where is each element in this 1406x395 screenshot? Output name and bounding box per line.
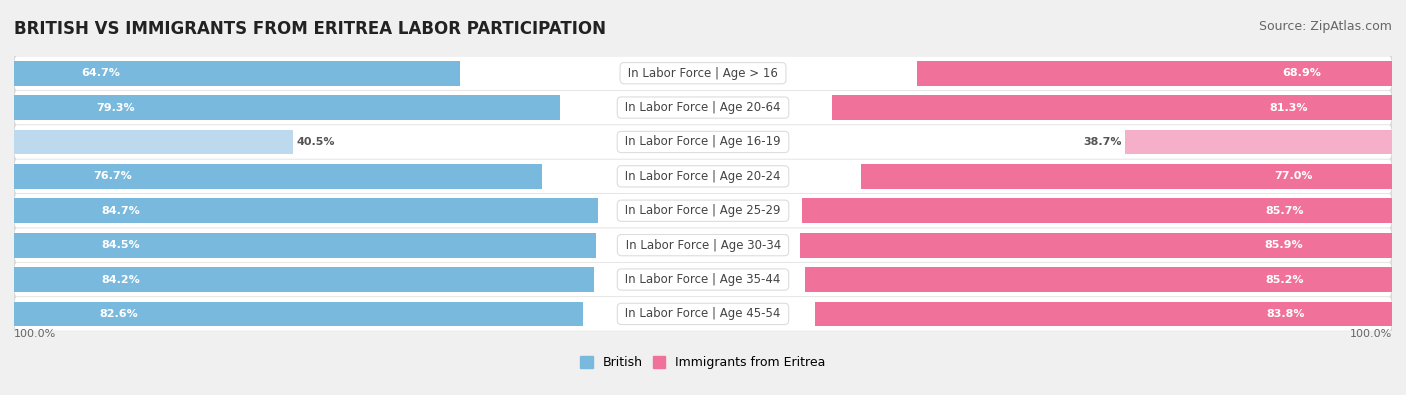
Text: In Labor Force | Age 35-44: In Labor Force | Age 35-44 [621, 273, 785, 286]
Text: 85.9%: 85.9% [1264, 240, 1303, 250]
Text: 84.7%: 84.7% [101, 206, 141, 216]
Bar [801, 198, 1392, 223]
Text: 84.5%: 84.5% [101, 240, 141, 250]
Text: 82.6%: 82.6% [100, 309, 138, 319]
FancyBboxPatch shape [14, 160, 1392, 193]
Legend: British, Immigrants from Eritrea: British, Immigrants from Eritrea [575, 352, 831, 374]
FancyBboxPatch shape [11, 263, 1395, 296]
Text: In Labor Force | Age 20-64: In Labor Force | Age 20-64 [621, 101, 785, 114]
FancyBboxPatch shape [14, 297, 1392, 331]
Bar [1125, 130, 1392, 154]
Text: 64.7%: 64.7% [82, 68, 120, 78]
Bar [832, 95, 1392, 120]
Bar [14, 301, 583, 326]
Bar [806, 267, 1392, 292]
Text: In Labor Force | Age > 16: In Labor Force | Age > 16 [624, 67, 782, 80]
Text: 100.0%: 100.0% [14, 329, 56, 339]
Text: 85.7%: 85.7% [1265, 206, 1303, 216]
Bar [14, 198, 598, 223]
FancyBboxPatch shape [11, 57, 1395, 90]
Text: In Labor Force | Age 45-54: In Labor Force | Age 45-54 [621, 307, 785, 320]
Bar [14, 164, 543, 189]
FancyBboxPatch shape [11, 91, 1395, 124]
Text: In Labor Force | Age 16-19: In Labor Force | Age 16-19 [621, 135, 785, 149]
Text: 79.3%: 79.3% [96, 103, 135, 113]
Bar [14, 61, 460, 86]
Text: 100.0%: 100.0% [1350, 329, 1392, 339]
FancyBboxPatch shape [14, 194, 1392, 228]
Bar [14, 267, 595, 292]
Text: 76.7%: 76.7% [93, 171, 132, 181]
Bar [862, 164, 1392, 189]
Text: 38.7%: 38.7% [1084, 137, 1122, 147]
Text: In Labor Force | Age 30-34: In Labor Force | Age 30-34 [621, 239, 785, 252]
Bar [800, 233, 1392, 258]
Bar [14, 233, 596, 258]
FancyBboxPatch shape [11, 160, 1395, 193]
Bar [14, 95, 561, 120]
FancyBboxPatch shape [14, 228, 1392, 262]
Text: 85.2%: 85.2% [1265, 275, 1303, 284]
Text: BRITISH VS IMMIGRANTS FROM ERITREA LABOR PARTICIPATION: BRITISH VS IMMIGRANTS FROM ERITREA LABOR… [14, 20, 606, 38]
FancyBboxPatch shape [14, 56, 1392, 90]
Text: 77.0%: 77.0% [1274, 171, 1312, 181]
Bar [917, 61, 1392, 86]
FancyBboxPatch shape [11, 229, 1395, 261]
Text: 68.9%: 68.9% [1282, 68, 1320, 78]
Text: 84.2%: 84.2% [101, 275, 139, 284]
Text: In Labor Force | Age 20-24: In Labor Force | Age 20-24 [621, 170, 785, 183]
FancyBboxPatch shape [14, 91, 1392, 124]
FancyBboxPatch shape [14, 263, 1392, 296]
Text: 40.5%: 40.5% [297, 137, 335, 147]
Text: 81.3%: 81.3% [1270, 103, 1308, 113]
FancyBboxPatch shape [11, 126, 1395, 158]
Text: 83.8%: 83.8% [1267, 309, 1305, 319]
Text: In Labor Force | Age 25-29: In Labor Force | Age 25-29 [621, 204, 785, 217]
FancyBboxPatch shape [11, 194, 1395, 227]
Bar [14, 130, 292, 154]
FancyBboxPatch shape [11, 297, 1395, 330]
Text: Source: ZipAtlas.com: Source: ZipAtlas.com [1258, 20, 1392, 33]
FancyBboxPatch shape [14, 125, 1392, 159]
Bar [814, 301, 1392, 326]
